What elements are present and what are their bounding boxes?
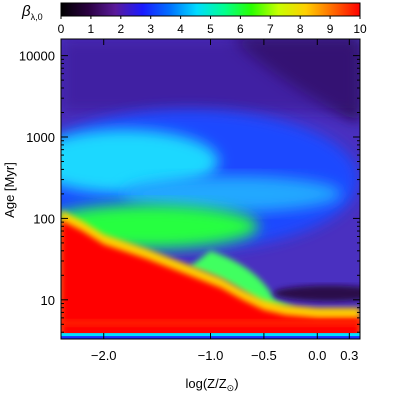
y-tick-label: 10	[41, 293, 55, 308]
x-axis-ticks: −2.0 −1.0 −0.5 0.0 0.3	[91, 39, 358, 363]
x-tick-label: −0.5	[251, 348, 277, 363]
y-tick-label: 100	[33, 211, 55, 226]
x-tick-label: −2.0	[91, 348, 117, 363]
cyan-band	[121, 175, 342, 212]
colorbar-label-sub: λ,0	[31, 12, 43, 22]
colorbar: 0 1 2 3 4 5 6 7 8 9 10 βλ,0	[21, 2, 367, 36]
y-tick-label: 1000	[26, 130, 55, 145]
y-axis-label: Age [Myr]	[2, 162, 17, 218]
colorbar-tick-label: 4	[177, 22, 184, 36]
dark-patch	[273, 285, 360, 302]
green-band-lower	[189, 250, 296, 308]
colorbar-tick-label: 8	[297, 22, 304, 36]
colorbar-label: βλ,0	[21, 3, 43, 22]
x-tick-label: −1.0	[198, 348, 224, 363]
x-axis-label-end: )	[234, 376, 238, 391]
x-axis-label-main: log(Z/Z	[185, 376, 226, 391]
x-axis-label: log(Z/Z⊙)	[185, 376, 238, 393]
red-region	[61, 220, 360, 339]
colorbar-tick-label: 9	[327, 22, 334, 36]
heatmap-layers	[61, 39, 360, 339]
y-tick-label: 10000	[19, 49, 55, 64]
colorbar-gradient	[60, 2, 361, 17]
colorbar-tick-label: 7	[267, 22, 274, 36]
purple-region-top	[61, 39, 360, 113]
colorbar-tick-label: 0	[58, 22, 65, 36]
colorbar-tick-label: 5	[207, 22, 214, 36]
colorbar-tick-label: 2	[117, 22, 124, 36]
x-tick-label: 0.3	[340, 348, 358, 363]
colorbar-tick-label: 3	[147, 22, 154, 36]
colorbar-ticks: 0 1 2 3 4 5 6 7 8 9 10	[58, 16, 367, 36]
x-axis-label-sub: ⊙	[227, 383, 235, 393]
heatmap-area	[61, 39, 360, 339]
y-axis-ticks: 10 100 1000 10000	[19, 49, 360, 333]
colorbar-tick-label: 1	[88, 22, 95, 36]
colorbar-label-main: β	[21, 3, 31, 20]
colorbar-tick-label: 6	[237, 22, 244, 36]
thin-red-band	[61, 319, 360, 326]
x-tick-label: 0.0	[308, 348, 326, 363]
cyan-region	[61, 129, 219, 194]
colorbar-tick-label: 10	[353, 22, 367, 36]
